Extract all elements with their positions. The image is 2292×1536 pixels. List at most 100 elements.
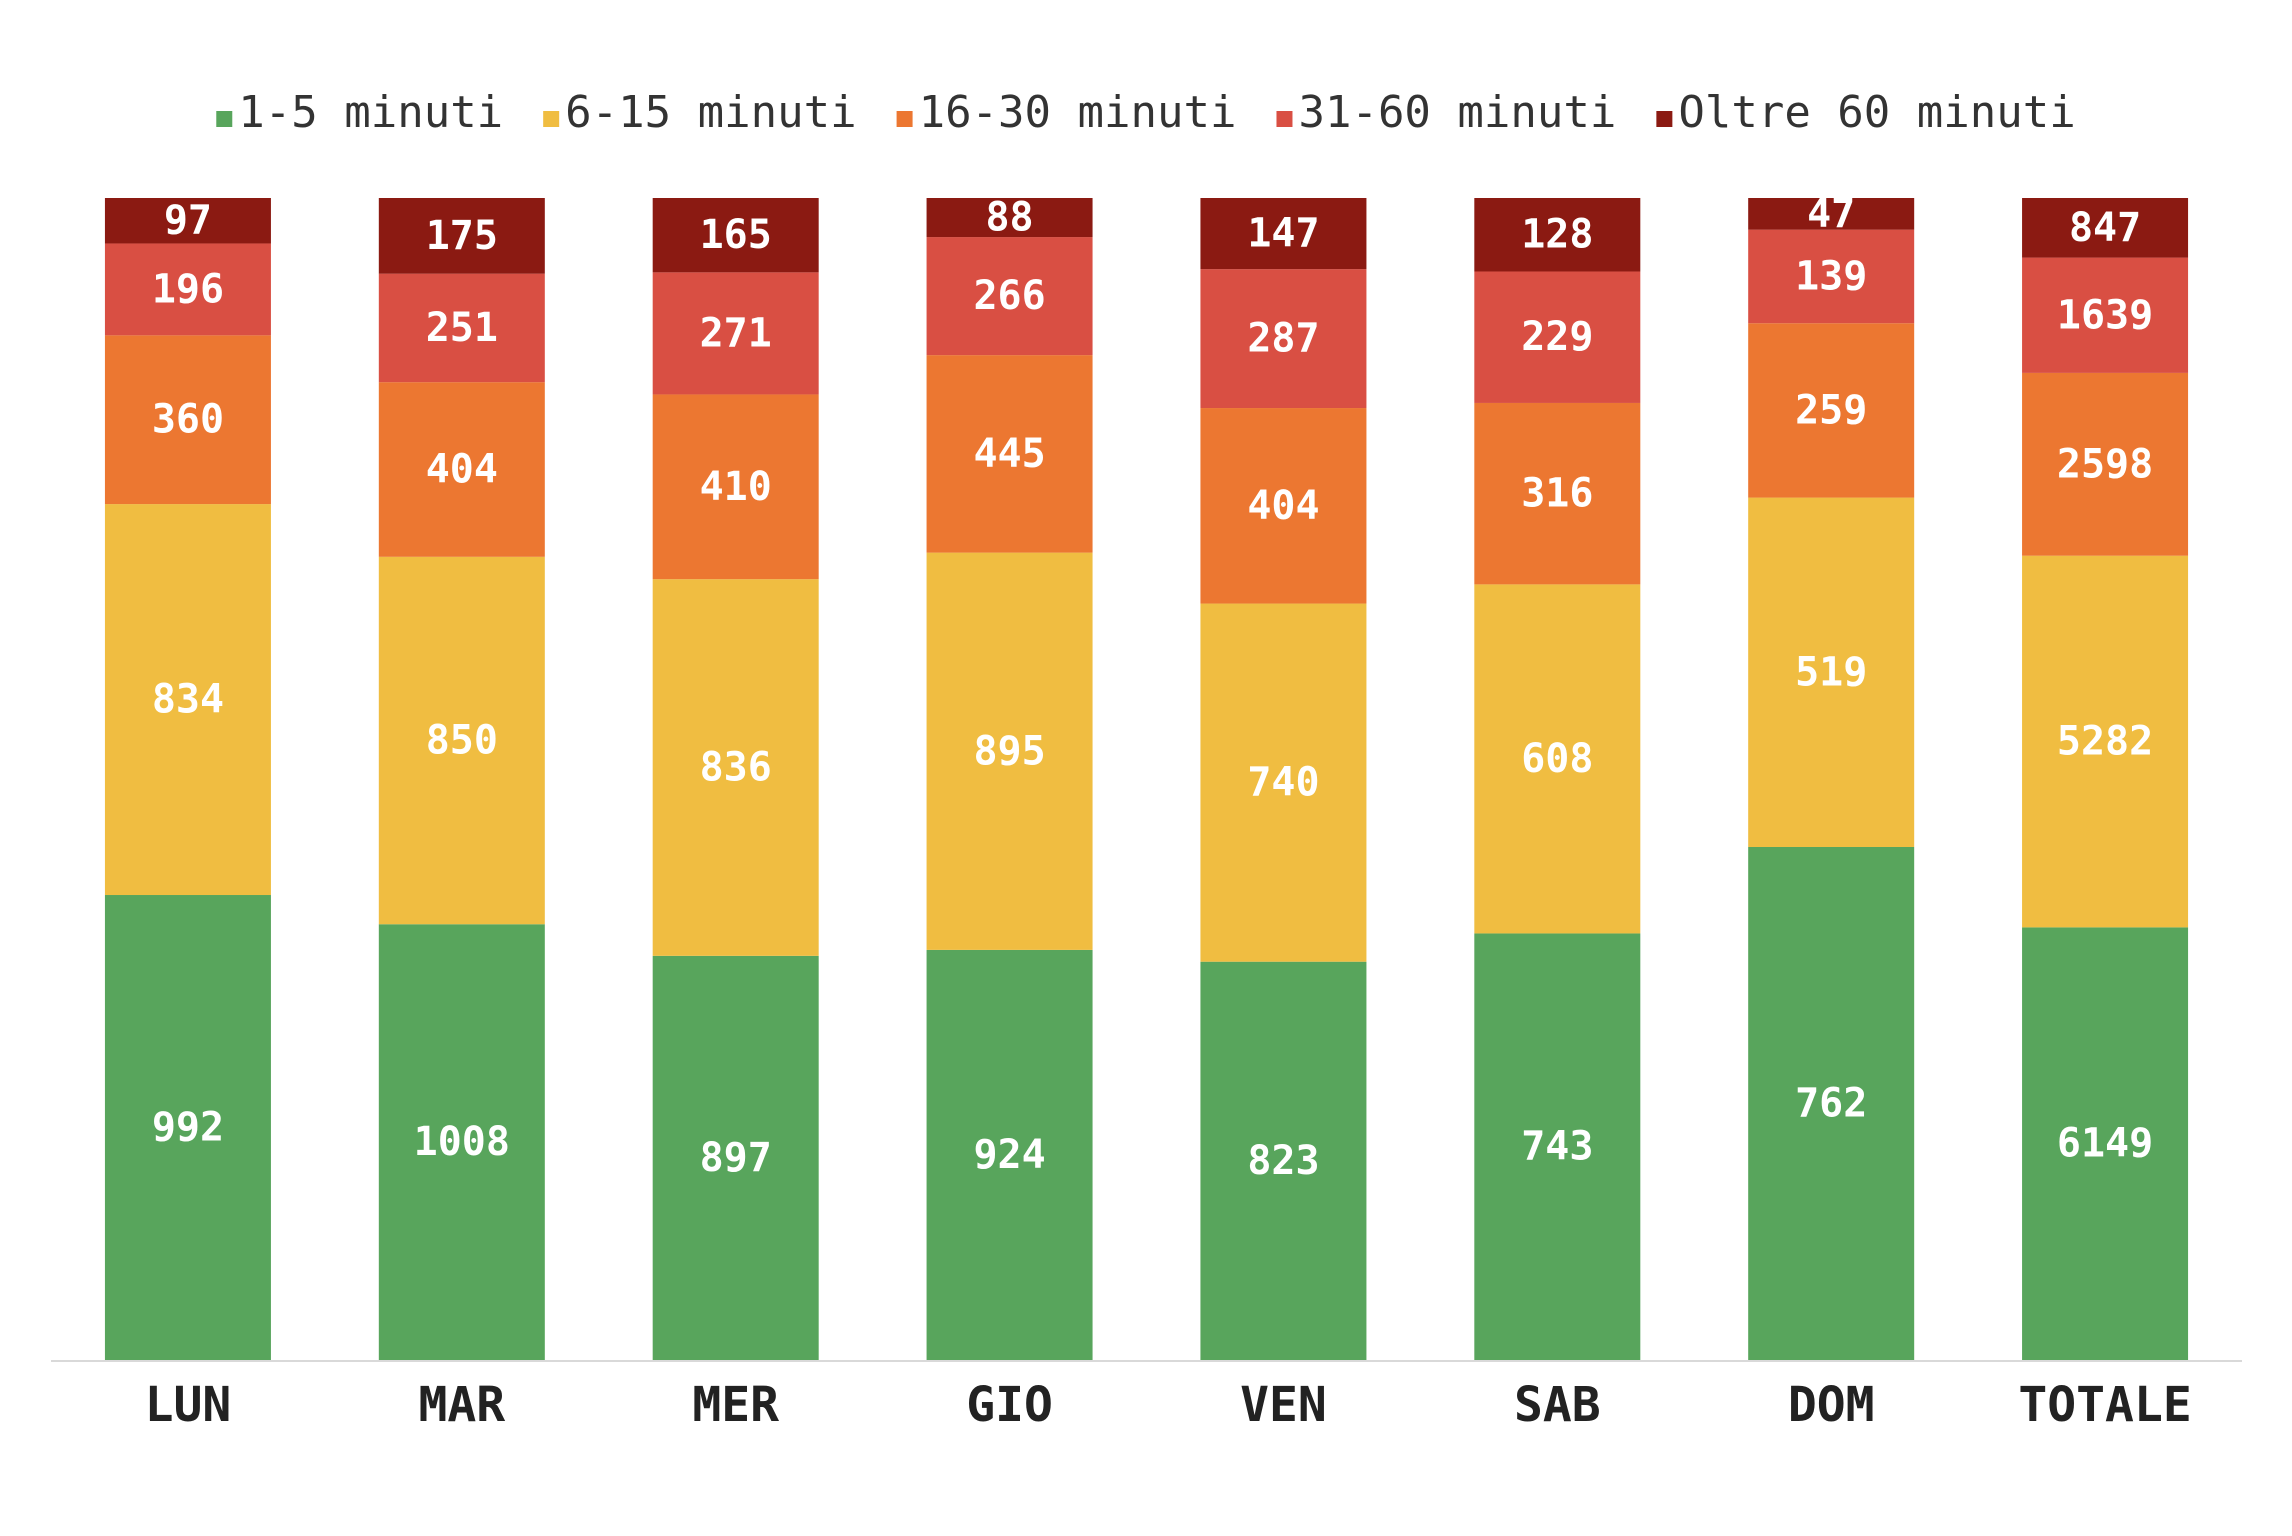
bar-segment [1200, 269, 1367, 409]
value-label: 1639 [2057, 292, 2153, 338]
legend-swatch [216, 111, 233, 127]
value-label: 823 [1247, 1138, 1319, 1184]
bar-segment [378, 198, 545, 274]
bar-segment [652, 272, 819, 395]
bar-segment [2022, 198, 2189, 258]
value-label: 360 [152, 397, 224, 443]
bar-segment [1748, 198, 1915, 230]
value-label: 165 [700, 212, 772, 258]
bar-segment [1200, 408, 1367, 604]
bar-segment [926, 949, 1093, 1360]
value-label: 196 [152, 266, 224, 312]
x-tick-label: TOTALE [2018, 1377, 2191, 1433]
legend-label: 1-5 minuti [238, 87, 503, 138]
value-label: 147 [1247, 211, 1319, 257]
legend-swatch [1276, 111, 1293, 127]
value-label: 139 [1795, 253, 1867, 299]
value-label: 2598 [2057, 441, 2153, 487]
bar-segment [1474, 198, 1641, 272]
x-tick-label: MER [692, 1377, 779, 1433]
bar-segment [1200, 198, 1367, 270]
bar-segment [378, 273, 545, 383]
value-label: 404 [1247, 483, 1319, 529]
value-label: 762 [1795, 1080, 1867, 1126]
value-label: 519 [1795, 649, 1867, 695]
bar-segment [104, 504, 271, 896]
value-label: 251 [426, 305, 498, 351]
bar-segment [926, 237, 1093, 356]
x-tick-label: LUN [145, 1377, 232, 1433]
legend-swatch [1656, 111, 1673, 127]
x-tick-label: MAR [418, 1377, 505, 1433]
value-label: 271 [700, 310, 772, 356]
x-tick-label: GIO [966, 1377, 1053, 1433]
value-label: 6149 [2057, 1121, 2153, 1167]
value-label: 836 [700, 745, 772, 791]
bar-segment [1748, 846, 1915, 1360]
value-label: 834 [152, 677, 224, 723]
value-label: 287 [1247, 316, 1319, 362]
value-label: 608 [1521, 736, 1593, 782]
bar-segment [2022, 372, 2189, 556]
legend-label: 31-60 minuti [1298, 87, 1616, 138]
legend-label: Oltre 60 minuti [1678, 87, 2075, 138]
bar-segment [926, 355, 1093, 553]
legend-label: 16-30 minuti [919, 87, 1237, 138]
bar-segment [378, 382, 545, 557]
value-label: 1008 [414, 1119, 510, 1165]
value-label: 47 [1807, 191, 1855, 237]
value-label: 743 [1521, 1124, 1593, 1170]
bar-segment [926, 198, 1093, 238]
bar-segment [104, 895, 271, 1360]
bar-segment [2022, 927, 2189, 1360]
value-label: 847 [2069, 205, 2141, 251]
bar-segment [652, 955, 819, 1360]
value-label: 924 [973, 1132, 1045, 1178]
value-label: 128 [1521, 212, 1593, 258]
value-label: 316 [1521, 471, 1593, 517]
value-label: 992 [152, 1105, 224, 1151]
bar-segment [926, 552, 1093, 950]
legend-label: 6-15 minuti [565, 87, 856, 138]
bar-segment [378, 556, 545, 925]
value-label: 175 [426, 213, 498, 259]
bar-segment [104, 243, 271, 336]
value-label: 410 [700, 464, 772, 510]
bar-segment [378, 924, 545, 1360]
value-label: 97 [164, 198, 212, 244]
bar-segment [1748, 229, 1915, 324]
bar-segment [104, 335, 271, 505]
legend-swatch [896, 111, 913, 127]
legend-swatch [543, 111, 560, 127]
value-label: 850 [426, 718, 498, 764]
x-tick-label: VEN [1240, 1377, 1327, 1433]
bar-segment [1474, 271, 1641, 403]
x-tick-label: DOM [1788, 1377, 1875, 1433]
bar-segment [652, 198, 819, 273]
value-label: 404 [426, 446, 498, 492]
value-label: 895 [973, 728, 1045, 774]
value-label: 266 [973, 273, 1045, 319]
bar-segment [652, 394, 819, 580]
bar-segment [1200, 961, 1367, 1360]
value-label: 259 [1795, 387, 1867, 433]
value-label: 740 [1247, 760, 1319, 806]
bar-segment [104, 198, 271, 244]
x-tick-label: SAB [1514, 1377, 1601, 1433]
bar-segment [1200, 603, 1367, 962]
bar-segment [2022, 555, 2189, 928]
bar-segment [1474, 402, 1641, 585]
value-label: 229 [1521, 314, 1593, 360]
bar-segment [1748, 323, 1915, 498]
value-label: 897 [700, 1135, 772, 1181]
bar-segment [1748, 497, 1915, 847]
value-label: 5282 [2057, 719, 2153, 765]
bar-segment [652, 579, 819, 956]
value-label: 445 [973, 431, 1045, 477]
bar-segment [1474, 584, 1641, 934]
bar-segment [1474, 933, 1641, 1360]
bar-segment [2022, 257, 2189, 373]
value-label: 88 [985, 195, 1033, 241]
